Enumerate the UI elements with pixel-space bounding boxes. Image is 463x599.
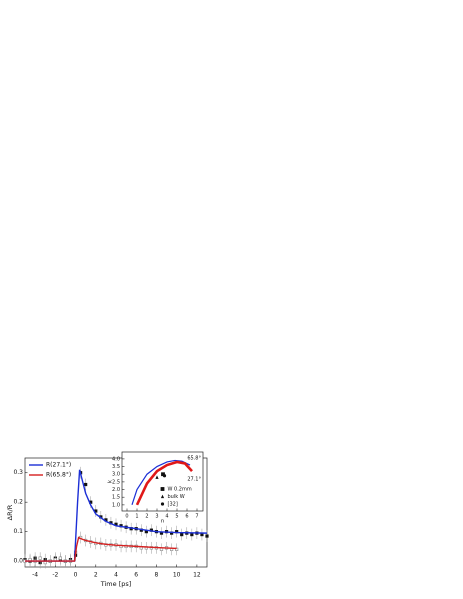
series-line (25, 536, 177, 562)
point (180, 532, 184, 537)
legend-label: bulk W (168, 494, 185, 500)
x-tick-label: 3 (155, 514, 158, 520)
series-line (25, 469, 208, 562)
y-tick-label: 2.0 (112, 487, 120, 493)
y-tick-label: 0.3 (13, 469, 23, 476)
point (190, 532, 194, 537)
x-tick-label: 10 (173, 572, 181, 579)
x-tick-label: 8 (155, 572, 159, 579)
x-tick-label: -4 (32, 572, 38, 579)
point (162, 474, 167, 478)
annotation: 65.8° (187, 456, 201, 462)
point (160, 487, 165, 491)
y-tick-label: 0.0 (13, 558, 23, 565)
point (205, 534, 209, 538)
y-axis-label: k (108, 479, 114, 483)
y-tick-label: 3.0 (112, 472, 120, 478)
x-axis-label: Time [ps] (100, 580, 132, 588)
y-tick-label: 2.5 (112, 479, 120, 485)
y-tick-label: 3.5 (112, 464, 120, 470)
y-tick-label: 4.0 (112, 456, 120, 462)
x-tick-label: 4 (114, 572, 118, 579)
point (58, 556, 62, 560)
y-tick-label: 0.2 (13, 499, 23, 506)
point (84, 482, 88, 487)
x-tick-label: 6 (185, 514, 188, 520)
y-tick-label: 1.0 (112, 502, 120, 508)
x-tick-label: 2 (145, 514, 148, 520)
legend-label: W 0.2mm (168, 487, 192, 493)
series-line (135, 460, 193, 506)
x-axis-label: n (161, 519, 165, 525)
point (160, 502, 165, 506)
x-tick-label: 1 (135, 514, 138, 520)
y-tick-label: 0.1 (13, 528, 23, 535)
x-tick-label: 0 (125, 514, 128, 520)
y-tick-label: 1.5 (112, 495, 120, 501)
y-axis-label: ΔR/R (6, 504, 14, 520)
x-tick-label: 6 (134, 572, 138, 579)
x-tick-label: 7 (195, 514, 198, 520)
x-tick-label: 4 (165, 514, 168, 520)
legend-label: R(65.8°) (46, 472, 71, 479)
point (160, 494, 165, 499)
plot-area (121, 451, 204, 512)
series-line (131, 459, 191, 506)
x-tick-label: 0 (74, 572, 78, 579)
x-tick-label: 12 (193, 572, 201, 579)
x-tick-label: -2 (52, 572, 58, 579)
legend-label: [32] (168, 502, 178, 508)
point (155, 475, 159, 479)
legend-label: R(27.1°) (46, 462, 71, 469)
x-tick-label: 2 (94, 572, 98, 579)
point (38, 556, 42, 560)
x-tick-label: 5 (175, 514, 178, 520)
annotation: 27.1° (187, 477, 201, 483)
